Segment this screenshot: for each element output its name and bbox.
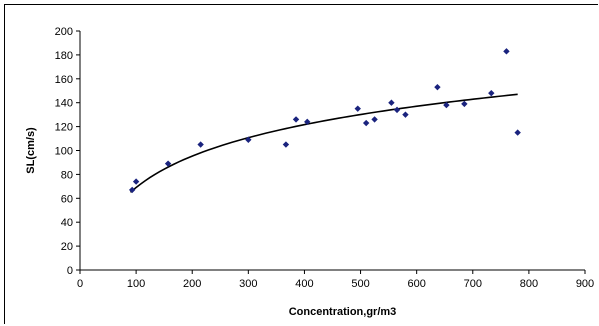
y-tick-label: 140 bbox=[55, 98, 73, 110]
data-point bbox=[132, 178, 140, 185]
x-tick-label: 700 bbox=[464, 278, 482, 290]
data-points bbox=[128, 48, 521, 194]
data-point bbox=[434, 83, 441, 91]
data-point bbox=[282, 141, 290, 148]
x-tick-label: 300 bbox=[239, 278, 257, 290]
x-tick-label: 200 bbox=[183, 278, 201, 290]
data-point bbox=[443, 101, 450, 109]
data-point bbox=[354, 105, 361, 112]
data-point bbox=[488, 89, 495, 97]
ticks: 0 20 40 60 80 100 120 140 160 180 200 0 100 200 300 400… bbox=[55, 26, 595, 290]
y-tick-label: 60 bbox=[61, 193, 73, 205]
y-tick-label: 160 bbox=[55, 74, 73, 86]
data-point bbox=[245, 136, 252, 143]
data-point bbox=[461, 100, 468, 108]
data-point bbox=[503, 48, 510, 55]
data-point bbox=[164, 160, 172, 167]
data-point bbox=[402, 111, 409, 118]
trendline-path bbox=[129, 93, 518, 193]
data-point bbox=[197, 141, 204, 148]
data-point bbox=[292, 116, 300, 123]
x-tick-label: 100 bbox=[127, 278, 145, 290]
data-point bbox=[362, 119, 370, 127]
y-tick-label: 0 bbox=[67, 265, 73, 277]
y-tick-label: 200 bbox=[55, 26, 73, 38]
y-tick-label: 40 bbox=[61, 217, 73, 229]
y-tick-label: 180 bbox=[55, 50, 73, 62]
y-tick-label: 20 bbox=[61, 241, 73, 253]
chart-frame bbox=[4, 4, 598, 324]
y-axis-title: SL(cm/s) bbox=[25, 127, 37, 174]
y-tick-label: 120 bbox=[55, 122, 73, 134]
axes bbox=[79, 31, 585, 271]
data-point bbox=[388, 99, 395, 106]
y-tick-label: 100 bbox=[55, 146, 73, 158]
x-tick-label: 600 bbox=[407, 278, 425, 290]
x-tick-label: 800 bbox=[520, 278, 538, 290]
data-point bbox=[393, 106, 401, 114]
x-tick-label: 500 bbox=[351, 278, 369, 290]
data-point bbox=[514, 129, 521, 136]
data-point bbox=[128, 186, 136, 194]
y-tick-label: 80 bbox=[61, 169, 73, 181]
trendline bbox=[129, 93, 518, 193]
x-axis-title: Concentration,gr/m3 bbox=[289, 306, 397, 318]
x-tick-label: 0 bbox=[77, 278, 83, 290]
x-tick-label: 400 bbox=[295, 278, 313, 290]
data-point bbox=[371, 116, 378, 123]
data-point bbox=[304, 118, 311, 126]
x-tick-label: 900 bbox=[576, 278, 594, 290]
